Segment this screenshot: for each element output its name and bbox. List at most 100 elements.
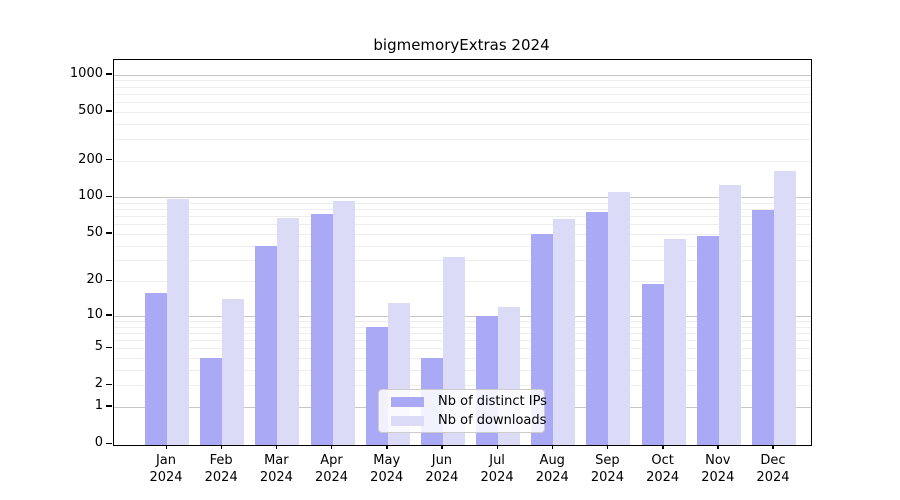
chart-title: bigmemoryExtras 2024 [373, 36, 550, 54]
y-tick-mark [106, 405, 112, 407]
x-tick-month: May [373, 453, 401, 468]
x-tick-label-aug: Aug 2024 [517, 452, 587, 486]
x-tick-mark [386, 445, 388, 449]
plot-canvas [114, 60, 811, 445]
minor-gridline [114, 233, 811, 235]
x-tick-mark [275, 445, 278, 449]
x-tick-label-sep: Sep 2024 [572, 452, 642, 486]
x-tick-year: 2024 [646, 470, 680, 485]
x-tick-label-jun: Jun 2024 [407, 452, 477, 486]
y-tick-mark [106, 279, 112, 282]
bar-distinct-ips-sep [586, 211, 609, 445]
x-tick-mark [165, 445, 167, 449]
x-tick-month: Mar [264, 453, 289, 468]
minor-gridline [114, 93, 811, 95]
bar-distinct-ips-jan [145, 292, 167, 445]
legend: Nb of distinct IPs Nb of downloads [378, 389, 547, 433]
bar-downloads-mar [277, 217, 300, 445]
x-tick-month: Jun [431, 453, 453, 468]
y-tick-mark [106, 346, 112, 349]
legend-item-distinct-ips: Nb of distinct IPs [391, 394, 547, 409]
x-tick-label-nov: Nov 2024 [683, 452, 753, 486]
x-tick-mark [220, 445, 223, 449]
x-tick-year: 2024 [701, 470, 735, 485]
y-tick-label: 1 [94, 397, 103, 413]
minor-gridline [114, 123, 811, 125]
x-tick-mark [441, 445, 443, 449]
x-tick-month: Apr [320, 453, 343, 468]
x-tick-year: 2024 [149, 470, 183, 485]
bar-downloads-feb [222, 299, 245, 445]
x-tick-month: Oct [651, 453, 674, 468]
x-tick-year: 2024 [259, 470, 293, 485]
y-tick-label: 1000 [69, 65, 103, 81]
bar-downloads-oct [663, 239, 686, 445]
minor-gridline [114, 80, 811, 82]
bar-distinct-ips-apr [310, 213, 333, 445]
x-tick-label-jan: Jan 2024 [131, 452, 201, 486]
bar-downloads-dec [773, 170, 796, 445]
x-tick-month: Jul [489, 453, 505, 468]
x-tick-month: Nov [705, 453, 731, 468]
x-tick-month: Sep [595, 453, 620, 468]
x-tick-mark [772, 445, 774, 449]
minor-gridline [114, 160, 811, 162]
bar-distinct-ips-mar [255, 245, 278, 445]
minor-gridline [114, 209, 811, 211]
y-tick-mark [106, 314, 112, 316]
y-tick-label: 10 [86, 306, 103, 322]
y-tick-label: 20 [86, 272, 103, 288]
x-tick-label-feb: Feb 2024 [186, 452, 256, 486]
x-tick-label-oct: Oct 2024 [628, 452, 698, 486]
y-tick-label: 100 [78, 188, 103, 204]
bar-distinct-ips-nov [696, 235, 719, 445]
x-tick-year: 2024 [425, 470, 459, 485]
x-tick-mark [717, 445, 719, 449]
y-tick-mark [106, 73, 112, 75]
bar-distinct-ips-dec [751, 209, 774, 445]
y-tick-mark [106, 232, 112, 234]
minor-gridline [114, 216, 811, 218]
bar-downloads-aug [553, 219, 576, 445]
y-tick-mark [106, 442, 112, 444]
plot-area [113, 59, 812, 446]
x-tick-year: 2024 [590, 470, 624, 485]
x-tick-label-jul: Jul 2024 [462, 452, 532, 486]
x-tick-year: 2024 [204, 470, 238, 485]
minor-gridline [114, 86, 811, 88]
y-tick-label: 0 [94, 435, 103, 450]
x-tick-month: Jan [155, 453, 177, 468]
bar-downloads-apr [332, 200, 355, 445]
x-tick-month: Aug [539, 453, 565, 468]
legend-label-distinct-ips: Nb of distinct IPs [438, 394, 547, 409]
y-tick-label: 500 [78, 102, 103, 118]
y-tick-label: 5 [94, 339, 103, 355]
x-tick-label-apr: Apr 2024 [297, 452, 367, 486]
bar-downloads-jan [167, 199, 189, 445]
x-tick-year: 2024 [314, 470, 349, 485]
x-tick-mark [606, 445, 609, 449]
x-tick-label-may: May 2024 [352, 452, 422, 486]
x-tick-year: 2024 [370, 470, 404, 485]
minor-gridline [114, 245, 811, 247]
legend-swatch-distinct-ips [391, 396, 424, 407]
minor-gridline [114, 224, 811, 226]
x-tick-year: 2024 [535, 470, 569, 485]
major-gridline [114, 197, 811, 199]
major-gridline [114, 74, 811, 76]
minor-gridline [114, 111, 811, 113]
minor-gridline [114, 202, 811, 204]
y-tick-label: 200 [78, 151, 103, 167]
x-tick-label-mar: Mar 2024 [241, 452, 311, 486]
x-tick-mark [331, 445, 333, 449]
legend-label-downloads: Nb of downloads [438, 413, 547, 428]
y-tick-label: 50 [86, 224, 103, 240]
bar-distinct-ips-feb [200, 357, 223, 445]
minor-gridline [114, 138, 811, 140]
bar-downloads-sep [608, 191, 631, 445]
legend-item-downloads: Nb of downloads [391, 413, 546, 428]
y-tick-mark [106, 110, 112, 112]
minor-gridline [114, 101, 811, 103]
x-tick-month: Feb [209, 453, 233, 468]
